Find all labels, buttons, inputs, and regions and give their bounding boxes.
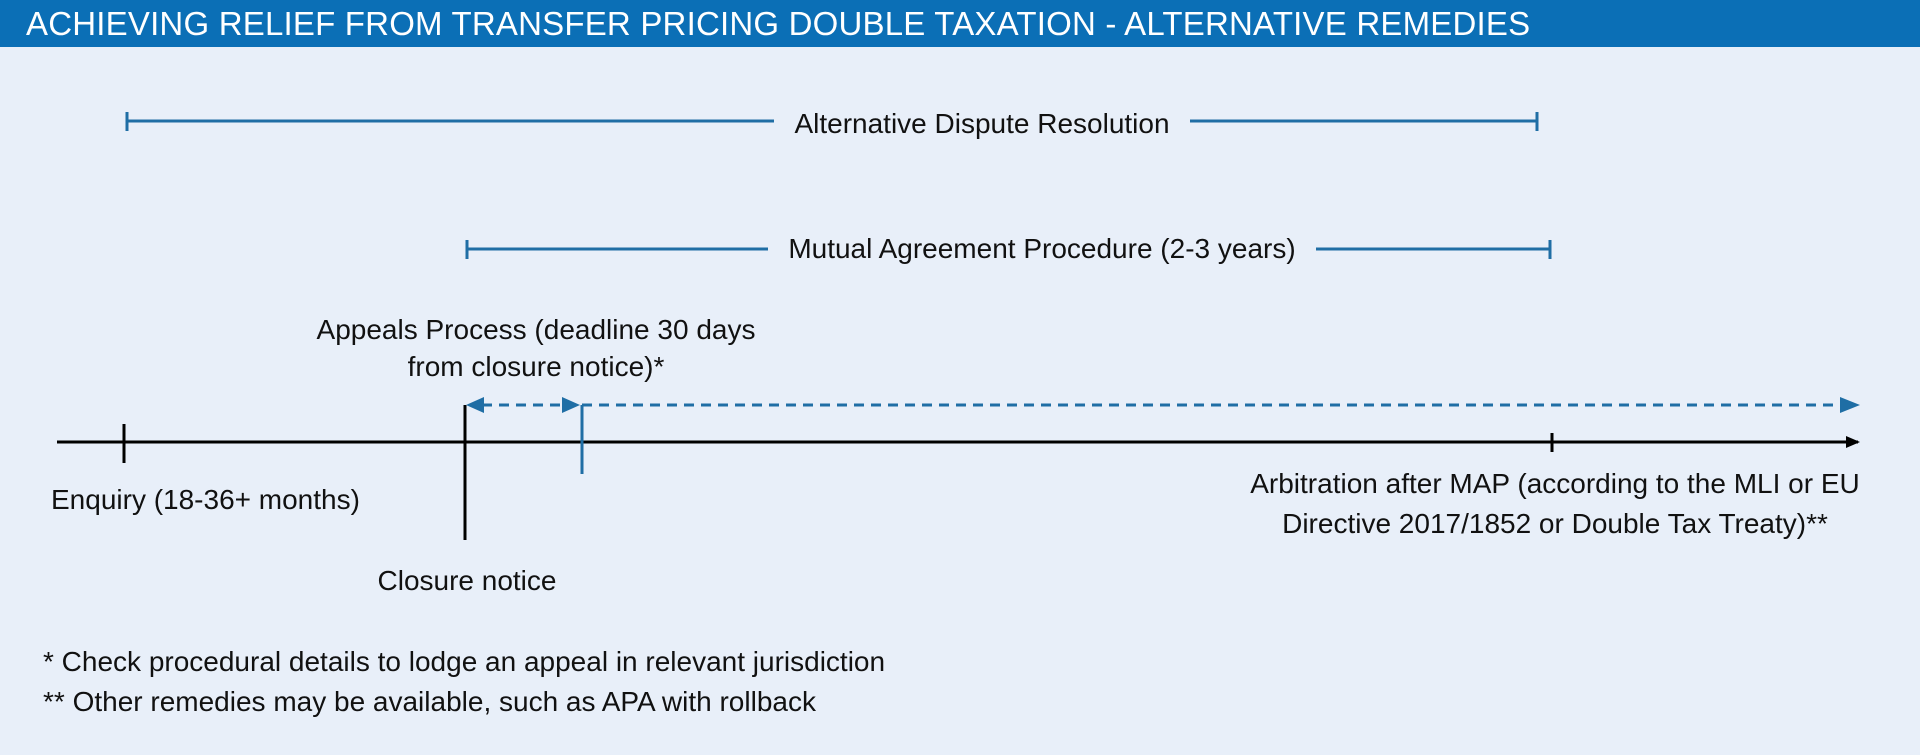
- header-bar: ACHIEVING RELIEF FROM TRANSFER PRICING D…: [0, 0, 1920, 47]
- adr-range-label-wrap: Alternative Dispute Resolution: [742, 104, 1222, 144]
- footnote-2: ** Other remedies may be available, such…: [43, 686, 816, 717]
- appeals-label-line2: from closure notice)*: [407, 351, 665, 382]
- enquiry-label: Enquiry (18-36+ months): [51, 484, 360, 515]
- appeals-dashed-arrow: [466, 397, 1860, 413]
- closure-notice-label: Closure notice: [377, 565, 557, 596]
- footnote-1: * Check procedural details to lodge an a…: [43, 646, 886, 677]
- map-range-label-wrap: Mutual Agreement Procedure (2-3 years): [742, 229, 1342, 269]
- map-range-label: Mutual Agreement Procedure (2-3 years): [768, 233, 1316, 264]
- appeals-label-line1: Appeals Process (deadline 30 days: [316, 314, 756, 345]
- page-title: ACHIEVING RELIEF FROM TRANSFER PRICING D…: [26, 4, 1531, 42]
- arbitration-label-line1: Arbitration after MAP (according to the …: [1250, 468, 1860, 499]
- arbitration-label-line2: Directive 2017/1852 or Double Tax Treaty…: [1282, 508, 1828, 539]
- adr-range-label: Alternative Dispute Resolution: [774, 108, 1190, 139]
